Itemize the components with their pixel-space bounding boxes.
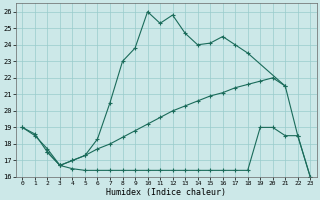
X-axis label: Humidex (Indice chaleur): Humidex (Indice chaleur) — [106, 188, 226, 197]
